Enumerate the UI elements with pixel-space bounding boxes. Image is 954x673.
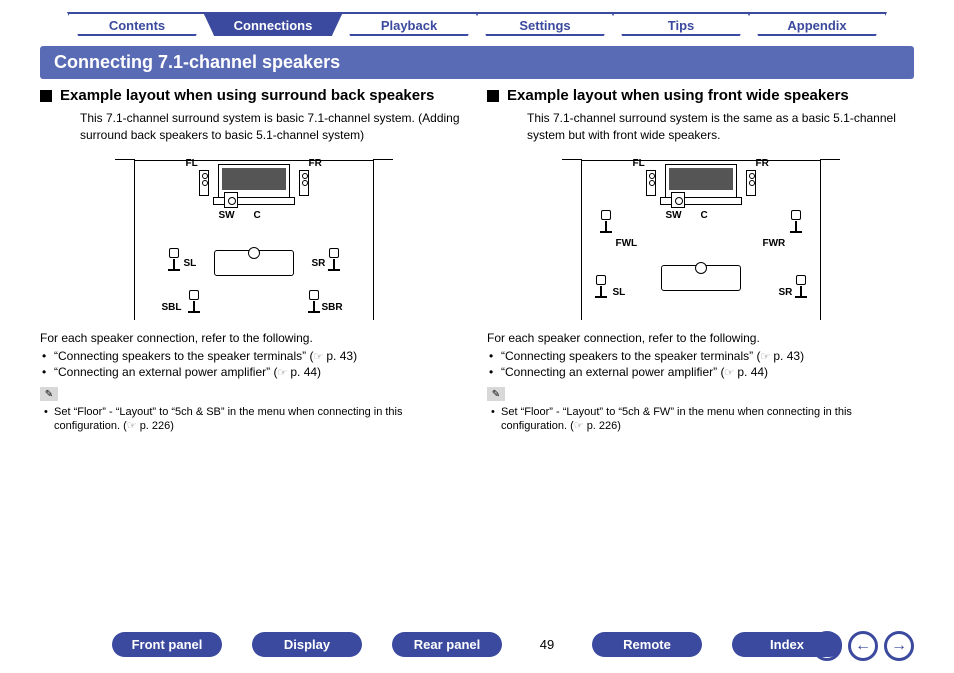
left-speaker-diagram: FL FR SW C SL SR SBL SBR [94, 150, 414, 325]
tab-playback[interactable]: Playback [339, 12, 479, 36]
rear-panel-button[interactable]: Rear panel [392, 632, 502, 657]
lbl-fr: FR [309, 158, 322, 169]
content-columns: Example layout when using surround back … [0, 79, 954, 434]
tab-tips[interactable]: Tips [611, 12, 751, 36]
left-heading-text: Example layout when using surround back … [60, 87, 434, 104]
page-number: 49 [532, 637, 562, 652]
left-ref-2[interactable]: “Connecting an external power amplifier”… [54, 365, 467, 379]
lbl-fl: FL [186, 158, 198, 169]
tab-settings[interactable]: Settings [475, 12, 615, 36]
lbl-fl: FL [633, 158, 645, 169]
left-ref-intro: For each speaker connection, refer to th… [40, 331, 467, 345]
lbl-sbr: SBR [322, 302, 343, 313]
right-description: This 7.1-channel surround system is the … [527, 110, 914, 144]
lbl-sw: SW [219, 210, 235, 221]
left-note: Set “Floor” - “Layout” to “5ch & SB” in … [54, 405, 467, 434]
square-bullet-icon [40, 90, 52, 102]
right-column: Example layout when using front wide spe… [487, 87, 914, 434]
left-ref-1[interactable]: “Connecting speakers to the speaker term… [54, 349, 467, 363]
home-icon[interactable] [812, 631, 842, 661]
nav-icons-group: ← → [812, 631, 914, 661]
lbl-sl: SL [184, 258, 197, 269]
tab-connections[interactable]: Connections [203, 12, 343, 36]
bottom-navigation: Front panel Display Rear panel 49 Remote… [0, 632, 954, 657]
square-bullet-icon [487, 90, 499, 102]
right-note: Set “Floor” - “Layout” to “5ch & FW” in … [501, 405, 914, 434]
left-heading: Example layout when using surround back … [40, 87, 467, 104]
pencil-icon: ✎ [40, 387, 58, 401]
tab-contents[interactable]: Contents [67, 12, 207, 36]
right-speaker-diagram: FL FR SW C FWL FWR SL SR [541, 150, 861, 325]
lbl-c: C [701, 210, 708, 221]
remote-button[interactable]: Remote [592, 632, 702, 657]
front-panel-button[interactable]: Front panel [112, 632, 222, 657]
right-ref-intro: For each speaker connection, refer to th… [487, 331, 914, 345]
pencil-icon: ✎ [487, 387, 505, 401]
lbl-sw: SW [666, 210, 682, 221]
lbl-sr: SR [779, 287, 793, 298]
display-button[interactable]: Display [252, 632, 362, 657]
prev-page-icon[interactable]: ← [848, 631, 878, 661]
right-ref-list: “Connecting speakers to the speaker term… [501, 349, 914, 379]
lbl-sl: SL [613, 287, 626, 298]
right-heading: Example layout when using front wide spe… [487, 87, 914, 104]
lbl-c: C [254, 210, 261, 221]
lbl-sbl: SBL [162, 302, 182, 313]
lbl-fwl: FWL [616, 238, 638, 249]
lbl-fwr: FWR [763, 238, 786, 249]
tab-appendix[interactable]: Appendix [747, 12, 887, 36]
left-ref-list: “Connecting speakers to the speaker term… [54, 349, 467, 379]
next-page-icon[interactable]: → [884, 631, 914, 661]
left-column: Example layout when using surround back … [40, 87, 467, 434]
lbl-sr: SR [312, 258, 326, 269]
left-description: This 7.1-channel surround system is basi… [80, 110, 467, 144]
lbl-fr: FR [756, 158, 769, 169]
right-ref-1[interactable]: “Connecting speakers to the speaker term… [501, 349, 914, 363]
right-ref-2[interactable]: “Connecting an external power amplifier”… [501, 365, 914, 379]
right-heading-text: Example layout when using front wide spe… [507, 87, 849, 104]
section-title-bar: Connecting 7.1-channel speakers [40, 46, 914, 79]
top-navigation: Contents Connections Playback Settings T… [0, 0, 954, 36]
